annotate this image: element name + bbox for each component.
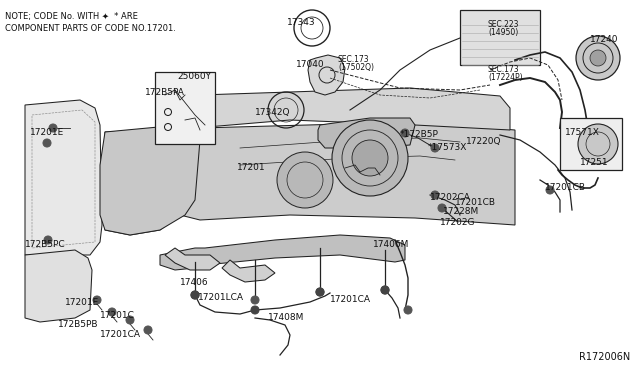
Text: 172B5PB: 172B5PB xyxy=(58,320,99,329)
Text: 17202G: 17202G xyxy=(440,218,476,227)
Circle shape xyxy=(277,152,333,208)
Circle shape xyxy=(546,186,554,194)
Text: 17201C: 17201C xyxy=(100,311,135,320)
Bar xyxy=(460,10,540,65)
Circle shape xyxy=(352,140,388,176)
Text: 17220Q: 17220Q xyxy=(466,137,502,146)
Text: 17201: 17201 xyxy=(237,163,266,172)
Text: SEC.173: SEC.173 xyxy=(338,55,370,64)
Text: 17201CB: 17201CB xyxy=(545,183,586,192)
Circle shape xyxy=(44,236,52,244)
Text: NOTE; CODE No. WITH ✦  * ARE
COMPONENT PARTS OF CODE NO.17201.: NOTE; CODE No. WITH ✦ * ARE COMPONENT PA… xyxy=(5,12,176,33)
Polygon shape xyxy=(25,250,92,322)
Text: 17342Q: 17342Q xyxy=(255,108,291,117)
Circle shape xyxy=(431,191,439,199)
Circle shape xyxy=(126,316,134,324)
Text: 25060Y: 25060Y xyxy=(177,72,211,81)
Text: 17251: 17251 xyxy=(580,158,609,167)
Polygon shape xyxy=(165,248,220,270)
Circle shape xyxy=(93,296,101,304)
Text: 17408M: 17408M xyxy=(268,313,305,322)
Circle shape xyxy=(590,50,606,66)
Circle shape xyxy=(108,308,116,316)
Circle shape xyxy=(381,286,389,294)
Polygon shape xyxy=(222,260,275,282)
Text: (17502Q): (17502Q) xyxy=(338,63,374,72)
Text: *172B5P: *172B5P xyxy=(400,130,439,139)
Polygon shape xyxy=(100,125,200,235)
Text: (14950): (14950) xyxy=(488,28,518,37)
Circle shape xyxy=(332,120,408,196)
Circle shape xyxy=(144,326,152,334)
Bar xyxy=(155,72,215,144)
Circle shape xyxy=(191,291,199,299)
Text: 17406M: 17406M xyxy=(373,240,410,249)
Text: 17201E: 17201E xyxy=(65,298,99,307)
Text: 17040: 17040 xyxy=(296,60,324,69)
Circle shape xyxy=(43,139,51,147)
Circle shape xyxy=(251,306,259,314)
Polygon shape xyxy=(308,55,345,95)
Circle shape xyxy=(381,286,389,294)
Text: 17201E: 17201E xyxy=(30,128,64,137)
Circle shape xyxy=(431,144,439,152)
Text: 17343: 17343 xyxy=(287,18,316,27)
Polygon shape xyxy=(180,88,510,130)
Text: 17240: 17240 xyxy=(590,35,618,44)
Text: 17201CB: 17201CB xyxy=(455,198,496,207)
Polygon shape xyxy=(318,118,415,148)
Text: 17571X: 17571X xyxy=(565,128,600,137)
Text: 172B5PC: 172B5PC xyxy=(25,240,66,249)
Text: *17573X: *17573X xyxy=(428,143,467,152)
Circle shape xyxy=(251,296,259,304)
Text: R172006N: R172006N xyxy=(579,352,630,362)
Circle shape xyxy=(401,129,409,137)
Circle shape xyxy=(576,36,620,80)
Text: 17201CA: 17201CA xyxy=(330,295,371,304)
Circle shape xyxy=(404,306,412,314)
Circle shape xyxy=(578,124,618,164)
Polygon shape xyxy=(25,100,102,255)
Text: 17228M: 17228M xyxy=(443,207,479,216)
Bar xyxy=(560,118,622,170)
Text: SEC.223: SEC.223 xyxy=(488,20,520,29)
Polygon shape xyxy=(105,122,515,235)
Text: 172B5PA: 172B5PA xyxy=(145,88,185,97)
Polygon shape xyxy=(160,235,405,270)
Circle shape xyxy=(49,124,57,132)
Circle shape xyxy=(191,291,199,299)
Text: 17201LCA: 17201LCA xyxy=(198,293,244,302)
Text: 17406: 17406 xyxy=(180,278,209,287)
Text: 17201CA: 17201CA xyxy=(100,330,141,339)
Circle shape xyxy=(316,288,324,296)
Text: (17224P): (17224P) xyxy=(488,73,523,82)
Circle shape xyxy=(316,288,324,296)
Circle shape xyxy=(438,204,446,212)
Text: 17202CA: 17202CA xyxy=(430,193,471,202)
Text: SEC.173: SEC.173 xyxy=(488,65,520,74)
